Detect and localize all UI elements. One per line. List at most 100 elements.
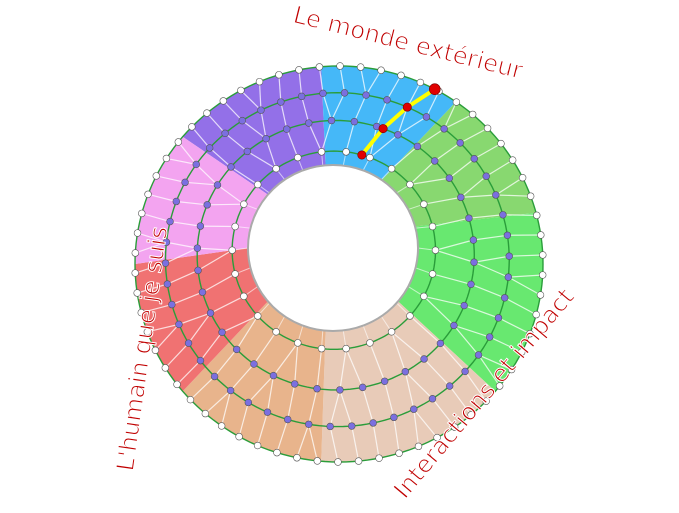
path-point — [357, 150, 367, 160]
path-point — [402, 102, 412, 112]
mesh-point — [450, 321, 458, 330]
mesh-line — [397, 116, 427, 136]
mesh-line — [362, 387, 374, 424]
mesh-line — [190, 376, 215, 401]
mesh-line — [435, 249, 475, 263]
mesh-point — [445, 382, 454, 390]
mesh-point — [250, 360, 258, 368]
mesh-point — [221, 129, 229, 137]
mesh-point — [494, 314, 503, 322]
mesh-line — [413, 409, 420, 447]
mesh-point — [505, 252, 513, 260]
mesh-line — [278, 74, 282, 103]
mesh-point — [431, 157, 439, 165]
mesh-point — [210, 372, 219, 381]
mesh-point — [467, 280, 475, 289]
highlight-path — [359, 87, 437, 157]
mesh-line — [137, 283, 168, 294]
edge-point — [537, 231, 545, 239]
edge-point — [201, 409, 210, 418]
edge-point — [162, 154, 171, 163]
edge-point — [387, 164, 396, 173]
path-point — [428, 83, 441, 95]
mesh-point — [461, 367, 469, 376]
mesh-line — [435, 239, 474, 251]
mesh-point — [445, 174, 454, 182]
mesh-point — [350, 117, 359, 126]
edge-point — [143, 328, 152, 336]
mesh-line — [210, 295, 245, 314]
edge-point — [294, 153, 302, 162]
mesh-line — [247, 375, 274, 403]
mesh-point — [257, 106, 265, 114]
mesh-line — [197, 247, 233, 251]
edge-point — [240, 292, 248, 300]
mesh-point — [319, 89, 327, 98]
mesh-line — [221, 390, 232, 427]
mesh-line — [409, 177, 450, 186]
mesh-line — [376, 99, 388, 127]
mesh-line — [240, 89, 262, 111]
mesh-point — [362, 91, 370, 99]
mesh-line — [164, 342, 189, 369]
mesh-line — [473, 261, 509, 278]
mesh-point — [284, 415, 292, 424]
mesh-point — [297, 92, 306, 101]
mesh-line — [485, 159, 513, 177]
edge-point — [467, 411, 475, 419]
mesh-line — [135, 241, 167, 254]
mesh-line — [502, 214, 537, 216]
mesh-line — [308, 388, 318, 425]
mesh-point — [168, 300, 176, 309]
mesh-line — [265, 138, 277, 169]
edge-point — [255, 77, 264, 86]
mesh-line — [272, 342, 299, 376]
mesh-line — [329, 389, 341, 427]
mesh-line — [498, 317, 531, 335]
mesh-point — [277, 98, 285, 106]
mesh-point — [380, 377, 389, 385]
mesh-line — [238, 402, 249, 437]
edge-point — [272, 164, 280, 173]
mesh-line — [413, 408, 438, 438]
mesh-line — [167, 269, 199, 285]
mesh-line — [449, 385, 472, 416]
edge-point — [272, 328, 280, 336]
edge-point — [275, 71, 283, 79]
mesh-point — [420, 355, 428, 363]
mesh-point — [291, 380, 299, 388]
edge-point — [334, 458, 342, 466]
mesh-point — [469, 236, 478, 244]
mesh-line — [287, 383, 296, 420]
edge-point — [151, 346, 160, 354]
mesh-line — [339, 389, 353, 427]
mesh-point — [203, 201, 211, 209]
mesh-line — [369, 134, 399, 159]
mesh-line — [425, 91, 440, 118]
mesh-line — [470, 283, 505, 299]
mesh-point — [269, 371, 278, 380]
edge-point — [138, 209, 146, 218]
mesh-point — [383, 96, 391, 104]
inner-hole — [247, 164, 419, 332]
hole-ellipse — [247, 164, 419, 332]
mesh-line — [147, 193, 177, 203]
mesh-line — [478, 354, 512, 371]
mesh-line — [339, 348, 347, 390]
mesh-line — [308, 122, 323, 153]
mesh-point — [456, 139, 464, 147]
mesh-line — [409, 160, 436, 185]
mesh-point — [206, 309, 215, 317]
mesh-point — [162, 238, 171, 246]
edge-point — [406, 180, 414, 189]
edge-point — [483, 124, 492, 133]
mesh-point — [504, 273, 513, 281]
edge-point — [377, 66, 385, 74]
mesh-point — [501, 294, 509, 302]
mesh-line — [230, 363, 255, 391]
mesh-point — [166, 217, 174, 226]
edge-point — [406, 312, 414, 320]
edge-point — [235, 432, 243, 441]
edge-point — [317, 344, 326, 353]
mesh-line — [209, 147, 232, 168]
